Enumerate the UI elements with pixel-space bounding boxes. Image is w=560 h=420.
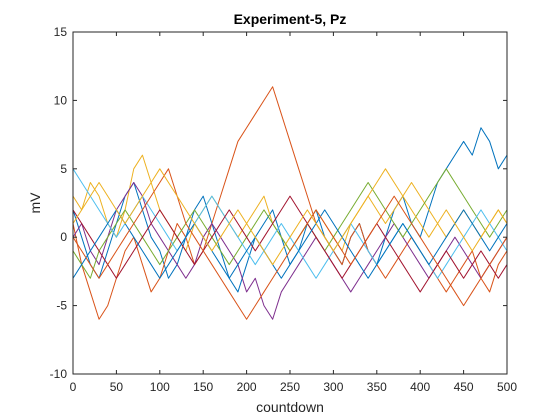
chart-title: Experiment-5, Pz	[234, 11, 347, 27]
series-line-7	[72, 195, 508, 293]
x-tick-label: 300	[323, 380, 343, 394]
y-tick-label: 10	[54, 93, 68, 107]
series-line-9	[72, 168, 508, 320]
y-tick-label: 0	[60, 230, 67, 244]
x-tick-label: 0	[70, 380, 77, 394]
x-tick-label: 200	[237, 380, 257, 394]
x-tick-label: 150	[193, 380, 213, 394]
series-layer	[72, 86, 508, 320]
x-tick-label: 500	[497, 380, 517, 394]
y-axis-label: mV	[27, 192, 43, 214]
plot-area-background	[73, 32, 507, 374]
x-tick-label: 100	[150, 380, 170, 394]
y-tick-label: -5	[56, 299, 67, 313]
y-tick-label: -10	[50, 367, 68, 381]
x-axis-label: countdown	[256, 399, 324, 415]
x-axis: 0 50 100 150 200 250 300 350 400 450 500	[70, 32, 517, 394]
x-tick-label: 350	[367, 380, 387, 394]
y-tick-label: 15	[54, 25, 68, 39]
x-tick-label: 400	[410, 380, 430, 394]
x-tick-label: 250	[280, 380, 300, 394]
x-tick-label: 450	[454, 380, 474, 394]
series-line-8	[72, 209, 508, 279]
y-tick-label: 5	[60, 162, 67, 176]
x-tick-label: 50	[110, 380, 124, 394]
series-line-10	[72, 168, 508, 266]
y-axis: -10 -5 0 5 10 15	[50, 25, 507, 381]
